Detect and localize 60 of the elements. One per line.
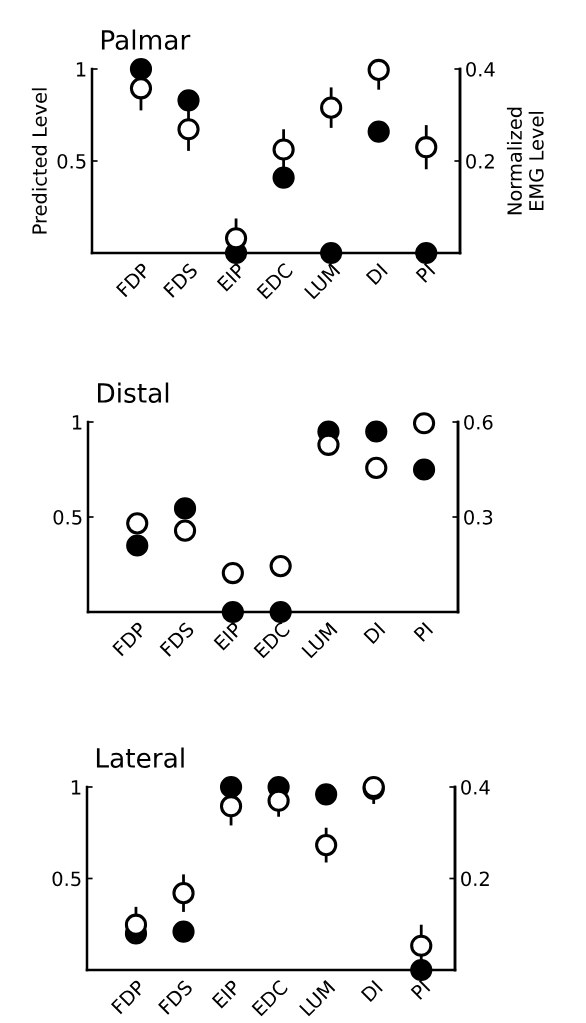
point bbox=[267, 789, 290, 812]
y-tick-label: 0.5 bbox=[52, 871, 81, 887]
point bbox=[365, 420, 388, 443]
point bbox=[269, 554, 292, 578]
chart-title: Palmar bbox=[101, 29, 191, 50]
point bbox=[410, 934, 433, 957]
point bbox=[365, 456, 388, 480]
chart-title: Lateral bbox=[96, 747, 184, 768]
y2-tick-label: 0.4 bbox=[466, 61, 495, 77]
x-tick-label: EIP bbox=[213, 621, 243, 651]
point bbox=[315, 783, 338, 806]
y-tick-label: 0.5 bbox=[57, 153, 86, 169]
x-tick-label: DI bbox=[363, 622, 386, 645]
y2-tick-label: 0.2 bbox=[466, 153, 494, 169]
y-axis-title: Predicted Level bbox=[31, 88, 47, 234]
y2-tick-label: 0.6 bbox=[464, 414, 493, 430]
point bbox=[320, 96, 343, 119]
point bbox=[315, 834, 338, 857]
point bbox=[221, 561, 244, 585]
y-tick-label: 1 bbox=[72, 415, 82, 430]
point bbox=[172, 920, 195, 943]
x-tick-label: PI bbox=[413, 622, 434, 642]
x-tick-label: PI bbox=[410, 980, 431, 1000]
point bbox=[173, 497, 197, 520]
point bbox=[177, 118, 200, 141]
point bbox=[269, 600, 292, 624]
point bbox=[219, 795, 243, 818]
point bbox=[173, 519, 197, 542]
point bbox=[177, 89, 200, 112]
x-tick-label: DI bbox=[360, 980, 383, 1003]
point bbox=[129, 57, 153, 81]
point bbox=[172, 882, 195, 905]
y-tick-label: 0.5 bbox=[53, 509, 82, 525]
x-tick-label: PI bbox=[415, 263, 436, 283]
y2-tick-label: 0.4 bbox=[461, 779, 490, 795]
point bbox=[221, 600, 244, 624]
x-tick-label: EIP bbox=[211, 979, 242, 1009]
point bbox=[219, 775, 243, 799]
point bbox=[317, 433, 340, 456]
point bbox=[367, 58, 390, 82]
point bbox=[272, 166, 295, 189]
point bbox=[129, 77, 153, 100]
point bbox=[126, 512, 149, 535]
y-tick-label: 1 bbox=[71, 780, 81, 795]
point bbox=[367, 120, 390, 143]
y2-axis-title: Normalized EMG Level bbox=[506, 107, 544, 215]
y-tick-label: 1 bbox=[76, 62, 86, 77]
x-tick-label: EIP bbox=[216, 262, 247, 292]
point bbox=[412, 412, 436, 435]
y2-tick-label: 0.2 bbox=[461, 871, 489, 887]
point bbox=[224, 227, 248, 250]
point bbox=[412, 458, 436, 481]
x-tick-label: DI bbox=[365, 263, 388, 286]
point bbox=[126, 534, 149, 557]
chart-title: Distal bbox=[97, 382, 169, 403]
point bbox=[124, 913, 148, 936]
point bbox=[272, 138, 295, 161]
point bbox=[320, 241, 343, 265]
point bbox=[415, 136, 438, 159]
y2-tick-label: 0.3 bbox=[464, 509, 493, 525]
